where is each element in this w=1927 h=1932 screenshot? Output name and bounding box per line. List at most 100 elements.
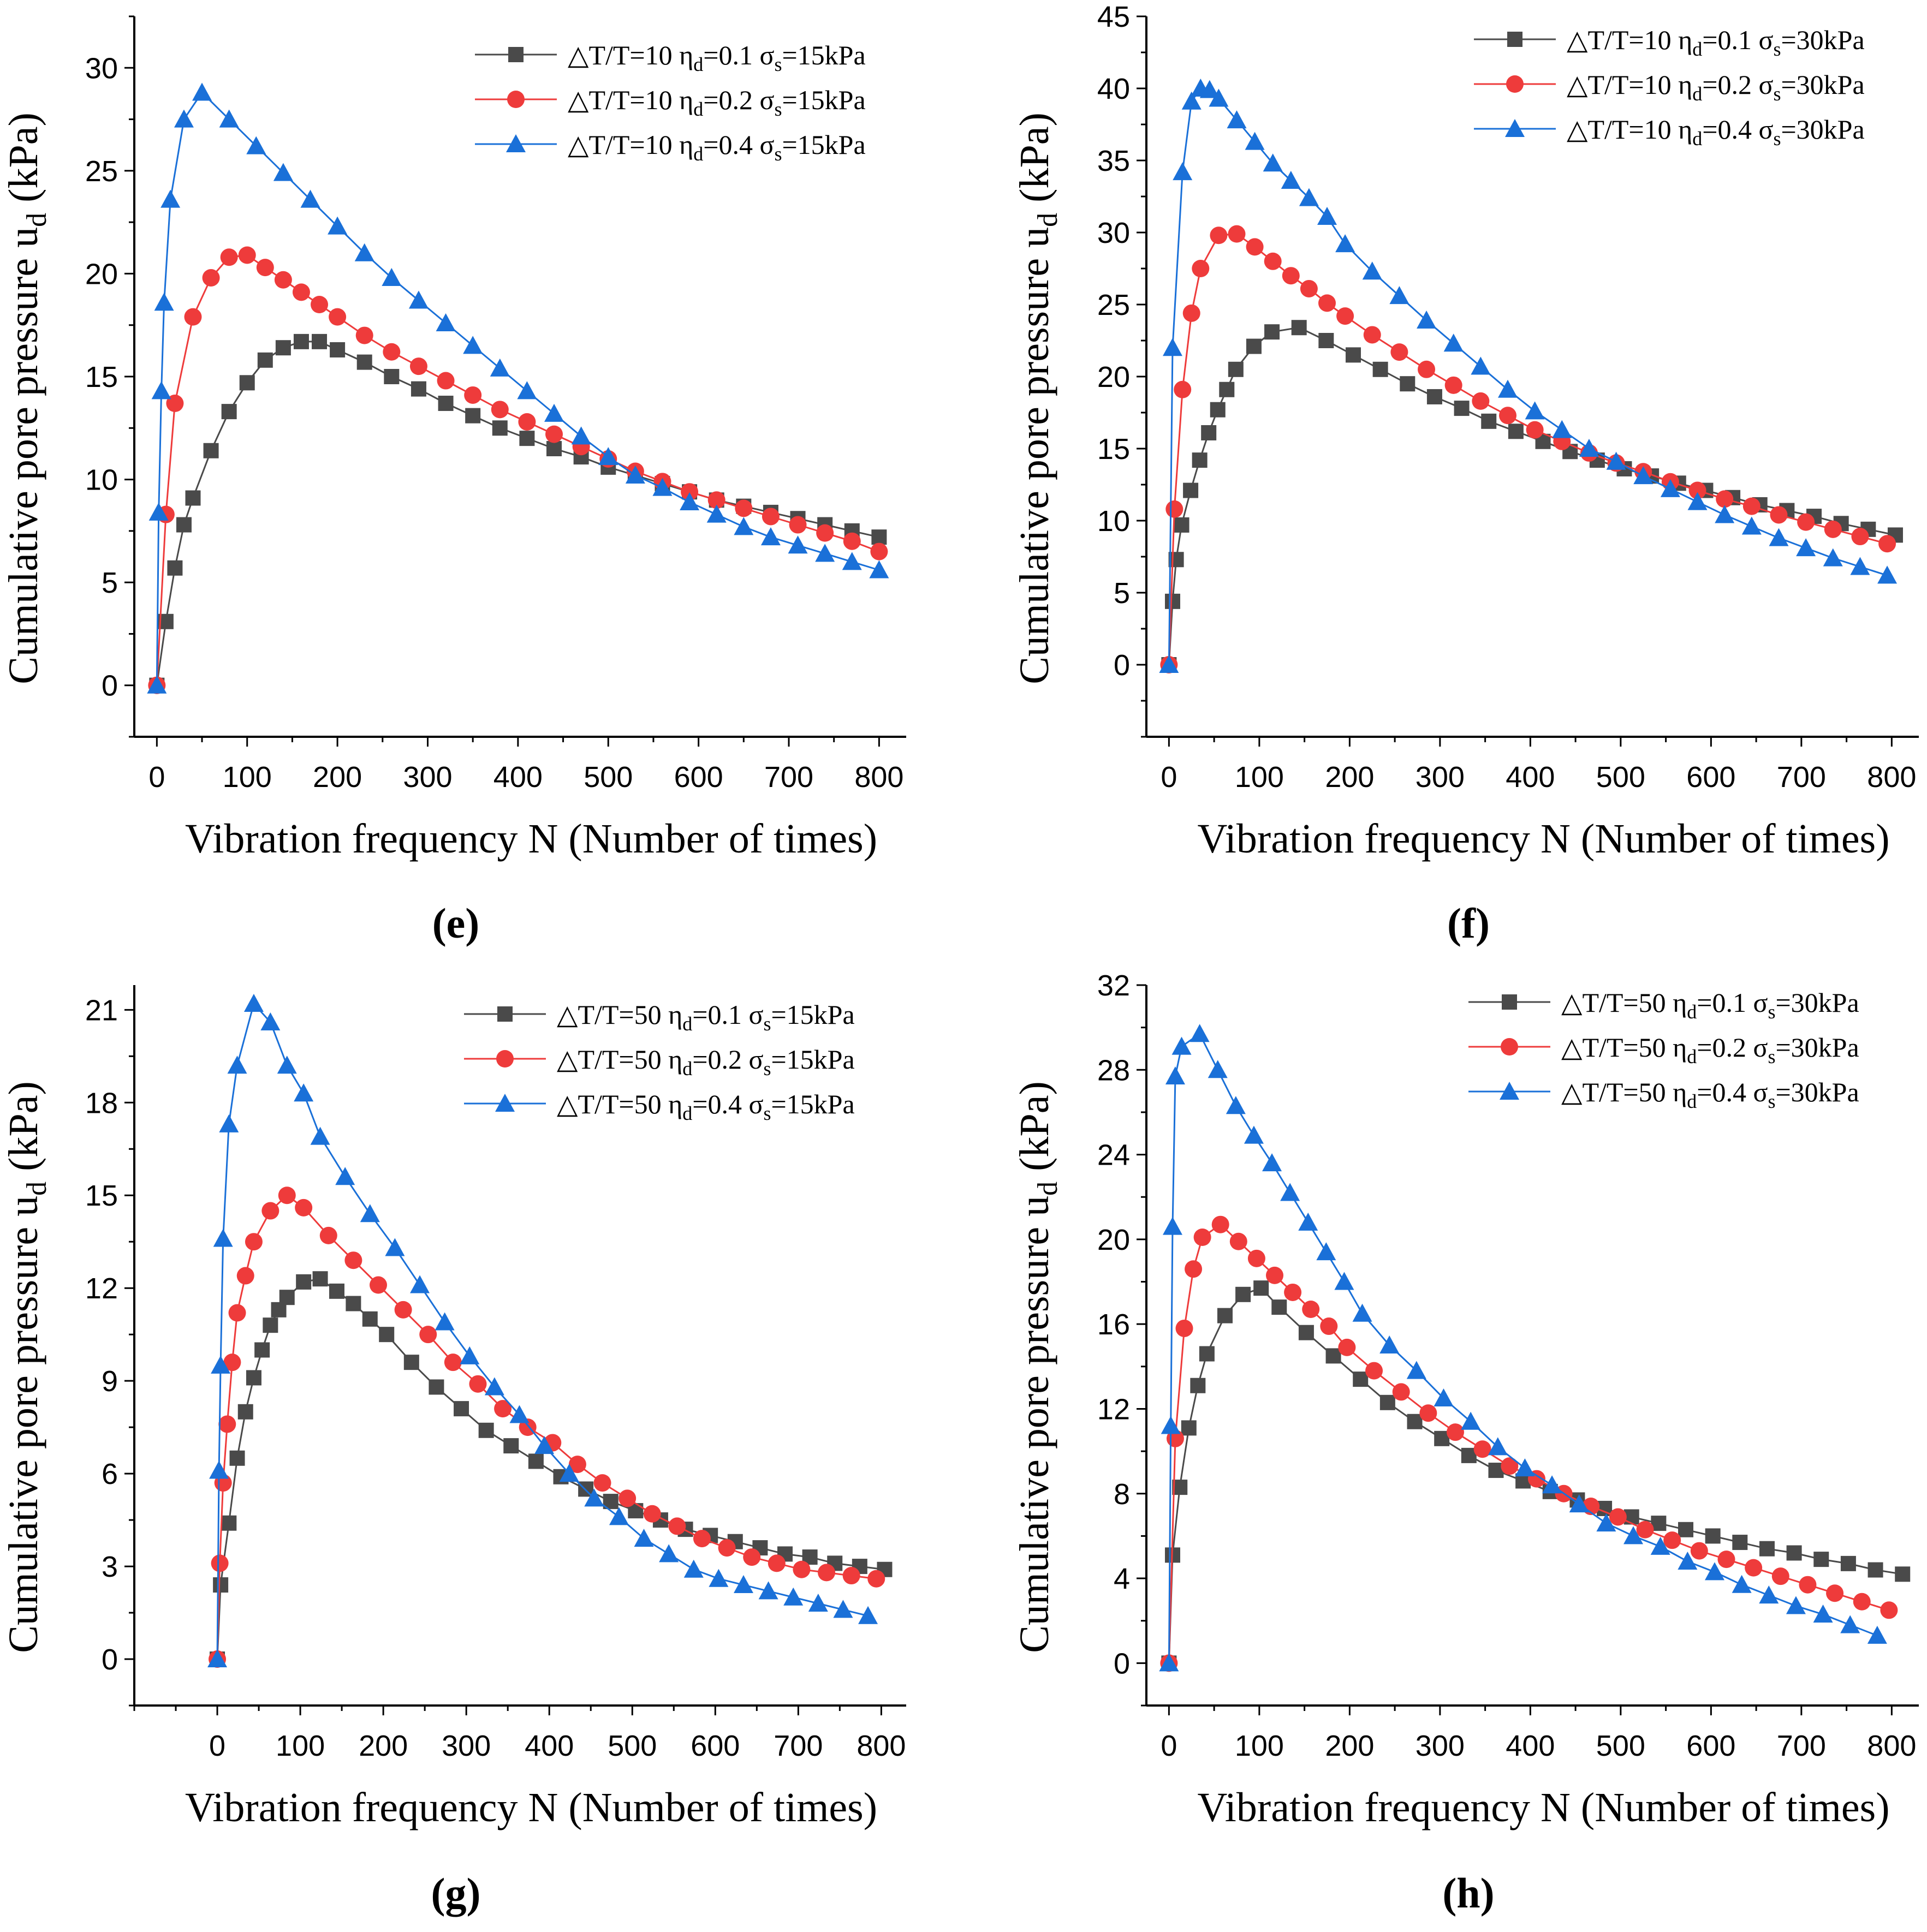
series-line [216, 1194, 877, 1660]
data-point [261, 1202, 279, 1220]
data-point [1473, 1440, 1491, 1458]
x-tick-label: 600 [1686, 761, 1735, 794]
data-point [842, 1567, 860, 1585]
data-point [1741, 516, 1762, 535]
data-point [1229, 1232, 1247, 1250]
data-point [1770, 506, 1788, 524]
data-point [1302, 1301, 1320, 1318]
data-point [568, 1456, 586, 1474]
data-point [1244, 1125, 1264, 1144]
data-point [598, 447, 618, 466]
data-point [469, 1375, 487, 1393]
data-point [238, 246, 256, 264]
data-point [1209, 88, 1229, 107]
data-point [1501, 1457, 1519, 1475]
data-point [762, 508, 780, 526]
data-point [1813, 1552, 1829, 1567]
data-point [659, 1544, 679, 1563]
data-point [1418, 360, 1436, 378]
x-axis-title: Vibration frequency N (Number of times) [185, 816, 877, 862]
panel-label: (f) [1447, 899, 1490, 947]
y-tick-label: 20 [1097, 361, 1130, 393]
data-point [1165, 1066, 1185, 1084]
data-point [1690, 1542, 1708, 1560]
data-point [1880, 1601, 1898, 1619]
panel-label: (e) [432, 899, 480, 947]
data-point [1850, 557, 1870, 575]
data-point [1171, 1036, 1192, 1055]
data-point [1745, 1559, 1763, 1577]
data-point [494, 1400, 512, 1418]
x-tick-label: 800 [857, 1730, 906, 1762]
data-point [174, 109, 194, 128]
data-point [528, 1453, 544, 1469]
data-point [1253, 1280, 1269, 1296]
data-point [257, 352, 273, 368]
data-point [1417, 311, 1437, 329]
data-point [1390, 343, 1408, 361]
data-point [706, 504, 727, 523]
data-point [1227, 110, 1247, 129]
data-point [1317, 206, 1337, 225]
x-tick-label: 0 [209, 1730, 225, 1762]
data-point [1515, 1458, 1535, 1477]
data-point [160, 189, 181, 208]
data-point [1454, 401, 1470, 416]
data-point [618, 1489, 637, 1507]
x-tick-label: 600 [1686, 1730, 1735, 1762]
data-point [1497, 379, 1518, 398]
y-axis-title: Cumulative pore pressure ud (kPa) [1012, 112, 1063, 684]
data-point [768, 1554, 786, 1572]
data-point [246, 136, 266, 154]
data-point [211, 1554, 229, 1572]
data-point [310, 1126, 330, 1145]
data-point [1210, 402, 1226, 418]
data-point [220, 248, 238, 266]
legend-entry: △T/T=50 ηd=0.4 σs=30kPa [1561, 1077, 1859, 1112]
data-point [408, 290, 429, 309]
data-point [254, 1342, 270, 1358]
legend-entry: △T/T=10 ηd=0.4 σs=30kPa [1567, 114, 1865, 150]
data-point [454, 1401, 469, 1417]
data-point [356, 354, 372, 370]
data-point [275, 340, 291, 356]
data-point [223, 1353, 241, 1372]
data-point [1877, 565, 1898, 584]
data-point [1786, 1596, 1806, 1614]
data-point [444, 1353, 462, 1372]
data-point [1291, 320, 1307, 336]
data-point [1606, 451, 1626, 470]
data-point [278, 1186, 296, 1204]
data-point [245, 1233, 263, 1251]
data-point [871, 529, 887, 545]
data-point [518, 413, 536, 431]
data-point [1461, 1411, 1481, 1430]
data-point [1444, 376, 1462, 394]
data-point [788, 535, 808, 554]
data-point [312, 333, 328, 349]
legend-marker [1505, 119, 1525, 137]
data-point [793, 1560, 811, 1578]
data-point [311, 296, 329, 313]
legend: △T/T=50 ηd=0.1 σs=30kPa △T/T=50 ηd=0.2 σs… [1468, 987, 1859, 1112]
series-circle [148, 246, 888, 694]
data-point [1199, 1346, 1215, 1362]
data-point [209, 1460, 229, 1479]
data-point [735, 499, 753, 517]
series-triangle [207, 993, 878, 1668]
legend-entry: △T/T=50 ηd=0.2 σs=15kPa [557, 1044, 855, 1080]
x-tick-label: 0 [1161, 1730, 1177, 1762]
data-point [1362, 261, 1382, 280]
data-point [370, 1276, 388, 1294]
data-point [385, 1238, 405, 1256]
data-point [1353, 1372, 1369, 1387]
data-point [609, 1507, 629, 1525]
data-point [1281, 170, 1301, 189]
x-axis-title: Vibration frequency N (Number of times) [1197, 1785, 1889, 1830]
x-tick-label: 0 [1161, 761, 1177, 794]
data-point [683, 1559, 704, 1578]
data-point [1245, 132, 1265, 150]
legend-marker [1501, 1038, 1518, 1056]
data-point [1552, 420, 1572, 438]
legend-marker [507, 91, 525, 108]
